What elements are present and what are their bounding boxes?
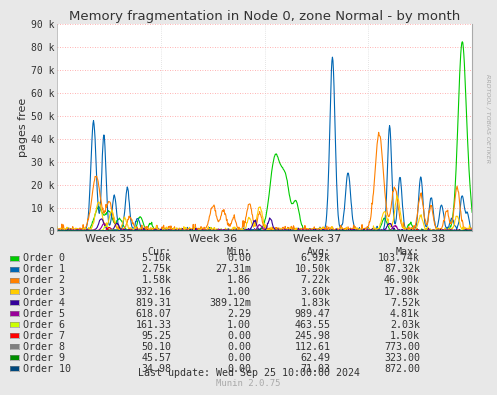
Text: Order 7: Order 7 bbox=[23, 331, 65, 341]
Text: 161.33: 161.33 bbox=[136, 320, 171, 330]
Text: Order 0: Order 0 bbox=[23, 253, 65, 263]
Text: Order 5: Order 5 bbox=[23, 308, 65, 319]
Text: 6.92k: 6.92k bbox=[301, 253, 331, 263]
Text: 0.00: 0.00 bbox=[227, 342, 251, 352]
Text: 1.83k: 1.83k bbox=[301, 297, 331, 308]
Text: 103.74k: 103.74k bbox=[378, 253, 420, 263]
Text: 773.00: 773.00 bbox=[384, 342, 420, 352]
Title: Memory fragmentation in Node 0, zone Normal - by month: Memory fragmentation in Node 0, zone Nor… bbox=[69, 9, 460, 23]
Text: 245.98: 245.98 bbox=[295, 331, 331, 341]
Text: Order 8: Order 8 bbox=[23, 342, 65, 352]
Text: 71.03: 71.03 bbox=[301, 364, 331, 374]
Text: 5.10k: 5.10k bbox=[142, 253, 171, 263]
Text: Order 1: Order 1 bbox=[23, 264, 65, 275]
Text: 0.00: 0.00 bbox=[227, 331, 251, 341]
Text: 932.16: 932.16 bbox=[136, 286, 171, 297]
Text: Order 10: Order 10 bbox=[23, 364, 71, 374]
Text: 1.58k: 1.58k bbox=[142, 275, 171, 286]
Text: Max:: Max: bbox=[396, 247, 420, 257]
Text: 4.81k: 4.81k bbox=[390, 308, 420, 319]
Text: 27.31m: 27.31m bbox=[215, 264, 251, 275]
Text: 112.61: 112.61 bbox=[295, 342, 331, 352]
Y-axis label: pages free: pages free bbox=[18, 98, 28, 157]
Text: Order 6: Order 6 bbox=[23, 320, 65, 330]
Text: 2.03k: 2.03k bbox=[390, 320, 420, 330]
Text: 95.25: 95.25 bbox=[142, 331, 171, 341]
Text: Munin 2.0.75: Munin 2.0.75 bbox=[216, 380, 281, 388]
Text: Last update: Wed Sep 25 10:00:00 2024: Last update: Wed Sep 25 10:00:00 2024 bbox=[138, 368, 359, 378]
Text: 7.22k: 7.22k bbox=[301, 275, 331, 286]
Text: Order 3: Order 3 bbox=[23, 286, 65, 297]
Text: 45.57: 45.57 bbox=[142, 353, 171, 363]
Text: 2.75k: 2.75k bbox=[142, 264, 171, 275]
Text: 618.07: 618.07 bbox=[136, 308, 171, 319]
Text: 34.98: 34.98 bbox=[142, 364, 171, 374]
Text: 0.00: 0.00 bbox=[227, 364, 251, 374]
Text: 0.00: 0.00 bbox=[227, 253, 251, 263]
Text: 87.32k: 87.32k bbox=[384, 264, 420, 275]
Text: 1.00: 1.00 bbox=[227, 320, 251, 330]
Text: Cur:: Cur: bbox=[148, 247, 171, 257]
Text: 50.10: 50.10 bbox=[142, 342, 171, 352]
Text: 819.31: 819.31 bbox=[136, 297, 171, 308]
Text: 46.90k: 46.90k bbox=[384, 275, 420, 286]
Text: 62.49: 62.49 bbox=[301, 353, 331, 363]
Text: 989.47: 989.47 bbox=[295, 308, 331, 319]
Text: 2.29: 2.29 bbox=[227, 308, 251, 319]
Text: 1.00: 1.00 bbox=[227, 286, 251, 297]
Text: RRDTOOL / TOBIAS OETIKER: RRDTOOL / TOBIAS OETIKER bbox=[486, 74, 491, 163]
Text: 1.86: 1.86 bbox=[227, 275, 251, 286]
Text: 389.12m: 389.12m bbox=[209, 297, 251, 308]
Text: 1.50k: 1.50k bbox=[390, 331, 420, 341]
Text: Avg:: Avg: bbox=[307, 247, 331, 257]
Text: Min:: Min: bbox=[227, 247, 251, 257]
Text: 872.00: 872.00 bbox=[384, 364, 420, 374]
Text: 7.52k: 7.52k bbox=[390, 297, 420, 308]
Text: Order 2: Order 2 bbox=[23, 275, 65, 286]
Text: 463.55: 463.55 bbox=[295, 320, 331, 330]
Text: 17.88k: 17.88k bbox=[384, 286, 420, 297]
Text: 10.50k: 10.50k bbox=[295, 264, 331, 275]
Text: 323.00: 323.00 bbox=[384, 353, 420, 363]
Text: Order 9: Order 9 bbox=[23, 353, 65, 363]
Text: Order 4: Order 4 bbox=[23, 297, 65, 308]
Text: 3.60k: 3.60k bbox=[301, 286, 331, 297]
Text: 0.00: 0.00 bbox=[227, 353, 251, 363]
